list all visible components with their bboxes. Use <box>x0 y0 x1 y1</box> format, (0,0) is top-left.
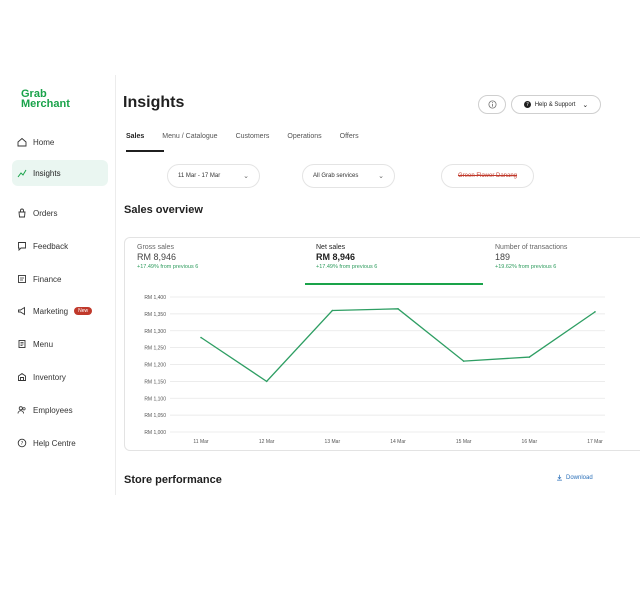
y-tick-label: RM 1,100 <box>144 396 166 402</box>
tab-sales[interactable]: Sales <box>126 133 145 140</box>
info-icon <box>487 100 497 109</box>
data-point[interactable] <box>397 308 399 310</box>
marketing-icon <box>18 306 25 316</box>
tab-offers[interactable]: Offers <box>339 133 359 140</box>
sidebar-item-insights[interactable]: Insights <box>12 160 108 186</box>
y-tick-label: RM 1,050 <box>144 413 166 419</box>
sidebar-item-home[interactable]: Home <box>12 129 108 155</box>
x-tick-label: 13 Mar <box>325 439 341 445</box>
x-tick-label: 14 Mar <box>390 439 406 445</box>
x-tick-label: 12 Mar <box>259 439 275 445</box>
net-sales-series-line <box>200 308 596 383</box>
download-icon <box>557 474 562 481</box>
sidebar-item-label: Home <box>33 137 55 147</box>
orders-icon <box>18 208 26 218</box>
grab-merchant-logo[interactable]: Grab Merchant <box>21 88 70 110</box>
x-tick-label: 11 Mar <box>193 439 209 445</box>
insights-icon <box>17 169 27 178</box>
sidebar-item-employees[interactable]: Employees <box>12 397 108 423</box>
sidebar-divider <box>115 75 116 495</box>
sidebar-item-label: Marketing <box>33 306 69 316</box>
sidebar-item-help-centre[interactable]: ? Help Centre <box>12 430 108 456</box>
download-button[interactable]: Download <box>556 474 593 481</box>
services-select[interactable]: All Grab services ⌄ <box>302 164 395 188</box>
menu-icon <box>18 340 26 348</box>
active-tab-indicator <box>126 150 164 152</box>
sidebar-item-label: Orders <box>33 208 58 218</box>
sidebar-item-finance[interactable]: Finance <box>12 266 108 292</box>
y-tick-label: RM 1,400 <box>144 295 166 301</box>
svg-text:?: ? <box>526 102 529 108</box>
chevron-down-icon: ⌄ <box>243 173 249 180</box>
x-tick-label: 17 Mar <box>587 439 603 445</box>
metric-gross-sales[interactable]: Gross sales RM 8,946 +17.49% from previo… <box>137 244 199 270</box>
tab-operations[interactable]: Operations <box>287 133 322 140</box>
y-tick-label: RM 1,250 <box>144 346 166 352</box>
metric-net-sales[interactable]: Net sales RM 8,946 +17.49% from previous… <box>316 244 378 270</box>
data-point[interactable] <box>331 309 334 312</box>
data-point[interactable] <box>594 311 596 313</box>
date-range-select[interactable]: 11 Mar - 17 Mar ⌄ <box>167 164 260 188</box>
sidebar-item-label: Employees <box>33 405 73 415</box>
sales-overview-title: Sales overview <box>124 204 203 216</box>
inventory-icon <box>18 372 26 381</box>
insights-tabs: Sales Menu / Catalogue Customers Operati… <box>126 133 377 144</box>
sidebar-item-orders[interactable]: Orders <box>12 200 108 226</box>
sidebar-item-label: Help Centre <box>33 438 76 448</box>
svg-text:?: ? <box>21 441 24 447</box>
chevron-down-icon: ⌄ <box>378 173 384 180</box>
sidebar-item-label: Insights <box>33 168 61 178</box>
sidebar-item-label: Finance <box>33 274 62 284</box>
y-tick-label: RM 1,200 <box>144 363 166 369</box>
info-button[interactable] <box>478 95 506 114</box>
question-icon: ? <box>523 101 531 108</box>
y-tick-label: RM 1,150 <box>144 379 166 385</box>
feedback-icon <box>18 242 26 251</box>
y-tick-label: RM 1,300 <box>144 329 166 335</box>
net-sales-line-chart: RM 1,000 RM 1,050 RM 1,100 RM 1,150 RM 1,200… <box>144 295 605 445</box>
store-performance-title: Store performance <box>124 474 222 486</box>
sales-overview-card: Gross sales RM 8,946 +17.49% from previo… <box>124 237 640 451</box>
sidebar-item-feedback[interactable]: Feedback <box>12 233 108 259</box>
sidebar-item-label: Inventory <box>33 372 66 382</box>
data-point[interactable] <box>265 380 268 383</box>
store-select[interactable]: Green Flower Danang <box>441 164 534 188</box>
x-tick-label: 16 Mar <box>522 439 538 445</box>
active-metric-indicator <box>305 283 483 285</box>
page-title: Insights <box>123 94 185 111</box>
new-badge: New <box>74 307 93 315</box>
tab-customers[interactable]: Customers <box>235 133 270 140</box>
data-point[interactable] <box>528 356 531 358</box>
data-point[interactable] <box>200 336 202 339</box>
sidebar-item-label: Menu <box>33 339 54 349</box>
sidebar-item-menu[interactable]: Menu <box>12 331 108 357</box>
sidebar-item-inventory[interactable]: Inventory <box>12 364 108 390</box>
x-tick-label: 15 Mar <box>456 439 472 445</box>
data-point[interactable] <box>462 360 465 362</box>
y-tick-label: RM 1,000 <box>144 430 166 436</box>
employees-icon <box>17 406 26 414</box>
help-support-button[interactable]: ? Help & Support ⌄ <box>511 95 601 114</box>
sidebar-item-label: Feedback <box>33 241 69 251</box>
finance-icon <box>18 275 26 283</box>
tab-menu-catalogue[interactable]: Menu / Catalogue <box>162 133 218 140</box>
home-icon <box>17 137 27 147</box>
metric-transactions[interactable]: Number of transactions 189 +19.62% from … <box>495 244 568 270</box>
y-tick-label: RM 1,350 <box>144 312 166 318</box>
help-icon: ? <box>17 438 27 448</box>
sidebar-item-marketing[interactable]: Marketing New <box>12 298 108 324</box>
chevron-down-icon: ⌄ <box>582 101 589 109</box>
